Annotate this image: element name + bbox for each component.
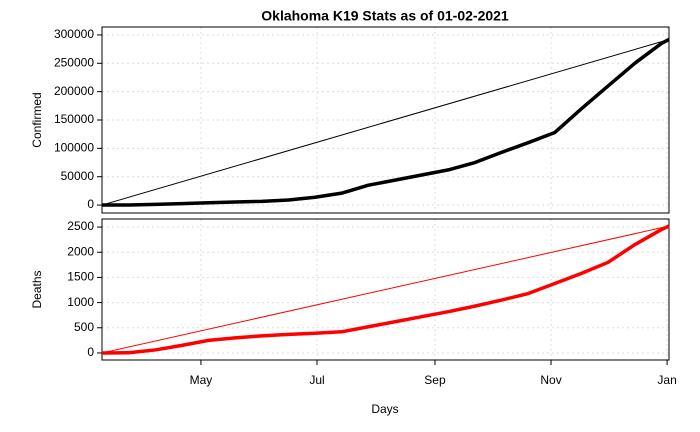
y-tick-label: 100000 (54, 141, 94, 155)
x-tick-label: Nov (540, 373, 561, 387)
y-axis-label: Confirmed (30, 92, 44, 147)
y-tick-label: 0 (87, 197, 94, 211)
data-line (101, 224, 670, 355)
y-tick-label: 2000 (67, 244, 94, 258)
y-tick-label: 50000 (61, 169, 95, 183)
y-tick-label: 0 (87, 345, 94, 359)
x-tick-label: May (190, 373, 213, 387)
chart-title: Oklahoma K19 Stats as of 01-02-2021 (261, 8, 509, 24)
x-axis-label: Days (371, 402, 398, 416)
data-line (101, 37, 670, 207)
x-tick-label: Jul (309, 373, 324, 387)
plot-frame (101, 218, 670, 361)
x-tick-label: Sep (424, 373, 446, 387)
trend-line (101, 225, 670, 354)
x-tick-label: Jan (657, 373, 676, 387)
y-axis-label: Deaths (30, 270, 44, 308)
y-tick-label: 1000 (67, 295, 94, 309)
plot-frame (101, 26, 670, 214)
y-tick-label: 500 (74, 320, 94, 334)
y-tick-label: 1500 (67, 270, 94, 284)
y-tick-label: 2500 (67, 219, 94, 233)
y-tick-label: 200000 (54, 84, 94, 98)
y-tick-label: 300000 (54, 27, 94, 41)
y-tick-label: 150000 (54, 112, 94, 126)
trend-line (101, 38, 670, 206)
y-tick-label: 250000 (54, 55, 94, 69)
